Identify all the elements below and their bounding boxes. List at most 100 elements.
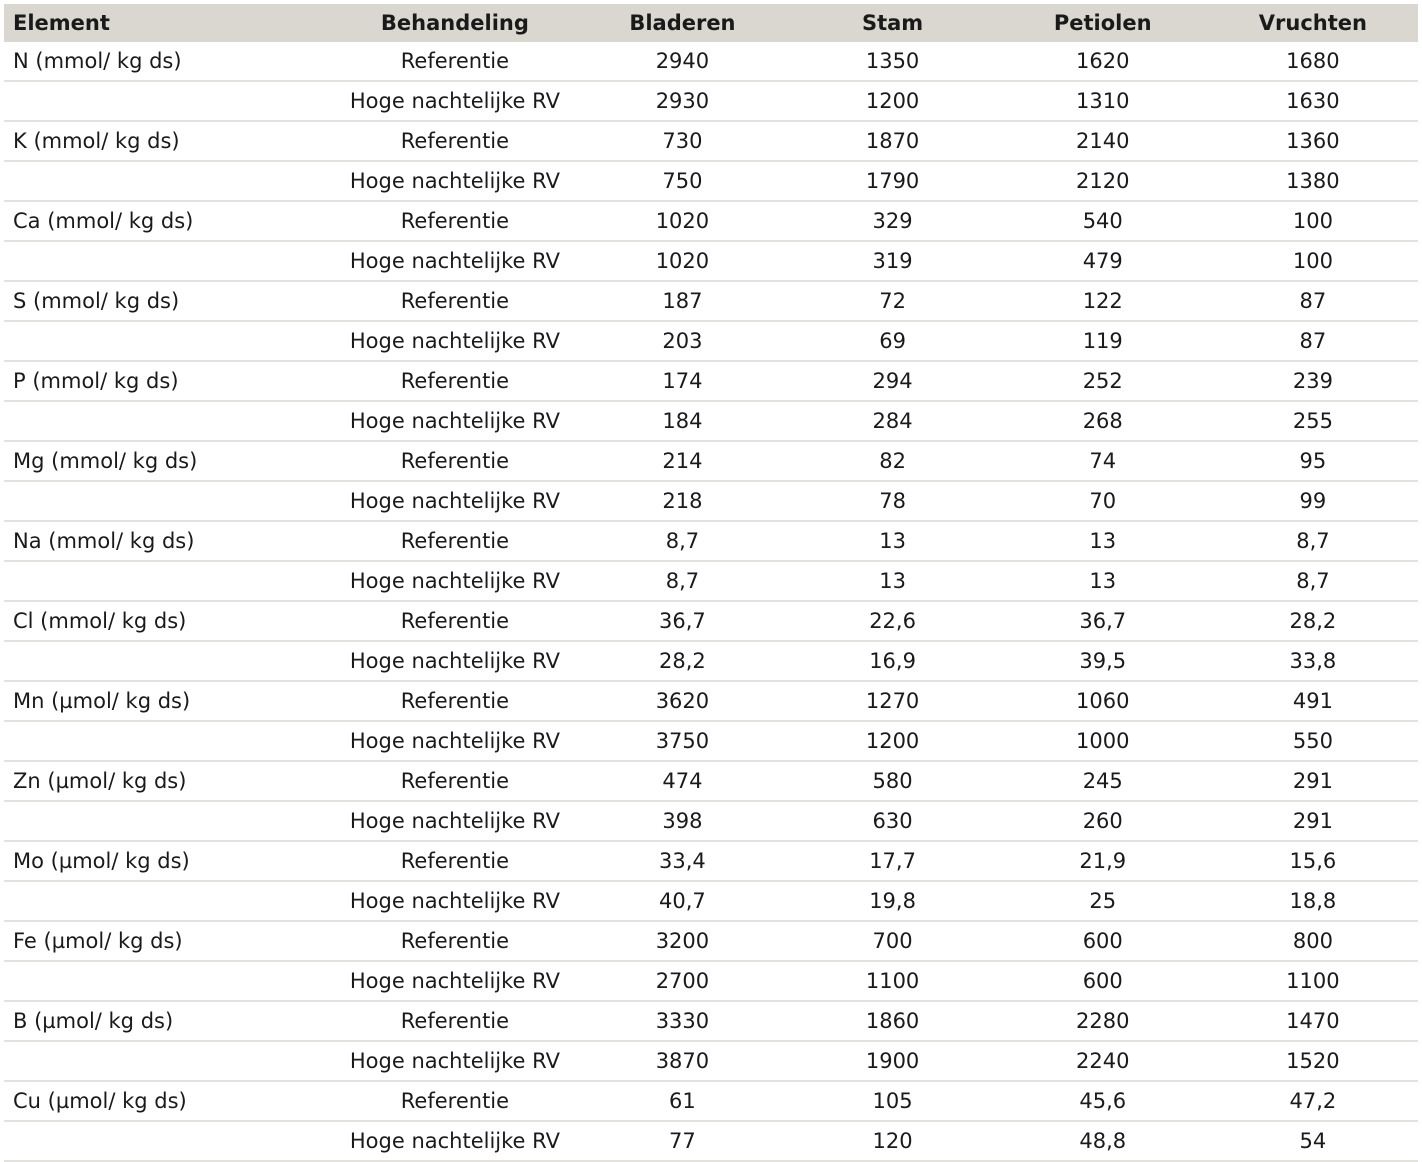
cell-behandeling: Hoge nachtelijke RV	[332, 641, 578, 682]
cell-bladeren: 218	[577, 481, 788, 522]
cell-element: Mn (µmol/ kg ds)	[4, 681, 333, 722]
cell-stam: 1790	[787, 161, 998, 202]
cell-petiolen: 13	[997, 521, 1208, 562]
cell-bladeren: 3330	[577, 1001, 788, 1042]
cell-petiolen: 25	[997, 881, 1208, 922]
cell-stam: 319	[787, 241, 998, 282]
cell-vruchten: 1360	[1207, 121, 1418, 162]
cell-petiolen: 1310	[997, 81, 1208, 122]
table-row: Fe (µmol/ kg ds) Referentie 3200 700 600 800	[4, 921, 1418, 962]
table-row: Na (mmol/ kg ds) Referentie 8,7 13 13 8,7	[4, 521, 1418, 562]
header-element: Element	[4, 4, 333, 42]
cell-petiolen: 119	[997, 321, 1208, 362]
cell-stam: 580	[787, 761, 998, 802]
table-row: Hoge nachtelijke RV 398 630 260 291	[4, 801, 1418, 842]
cell-bladeren: 3620	[577, 681, 788, 722]
cell-petiolen: 2240	[997, 1041, 1208, 1082]
table-row: Hoge nachtelijke RV 184 284 268 255	[4, 401, 1418, 442]
cell-vruchten: 291	[1207, 801, 1418, 842]
cell-vruchten: 28,2	[1207, 601, 1418, 642]
cell-bladeren: 36,7	[577, 601, 788, 642]
cell-behandeling: Referentie	[332, 361, 578, 402]
cell-element: N (mmol/ kg ds)	[4, 42, 333, 82]
cell-element: P (mmol/ kg ds)	[4, 361, 333, 402]
cell-bladeren: 474	[577, 761, 788, 802]
header-stam: Stam	[787, 4, 998, 42]
table-row: K (mmol/ kg ds) Referentie 730 1870 2140 1360	[4, 121, 1418, 162]
cell-bladeren: 203	[577, 321, 788, 362]
cell-petiolen: 2280	[997, 1001, 1208, 1042]
cell-element: Na (mmol/ kg ds)	[4, 521, 333, 562]
cell-element: B (µmol/ kg ds)	[4, 1001, 333, 1042]
cell-stam: 630	[787, 801, 998, 842]
cell-vruchten: 1100	[1207, 961, 1418, 1002]
table-row: Cu (µmol/ kg ds) Referentie 61 105 45,6 47,2	[4, 1081, 1418, 1122]
cell-behandeling: Hoge nachtelijke RV	[332, 161, 578, 202]
table-row: Zn (µmol/ kg ds) Referentie 474 580 245 291	[4, 761, 1418, 802]
nutrient-table-container: Element Behandeling Bladeren Stam Petiol…	[4, 4, 1418, 1162]
table-row: Hoge nachtelijke RV 3750 1200 1000 550	[4, 721, 1418, 762]
table-row: Hoge nachtelijke RV 218 78 70 99	[4, 481, 1418, 522]
cell-bladeren: 1020	[577, 241, 788, 282]
table-row: Hoge nachtelijke RV 8,7 13 13 8,7	[4, 561, 1418, 602]
cell-vruchten: 1520	[1207, 1041, 1418, 1082]
cell-petiolen: 122	[997, 281, 1208, 322]
cell-bladeren: 1020	[577, 201, 788, 242]
cell-petiolen: 45,6	[997, 1081, 1208, 1122]
table-header: Element Behandeling Bladeren Stam Petiol…	[4, 4, 1418, 42]
cell-petiolen: 48,8	[997, 1121, 1208, 1162]
cell-behandeling: Hoge nachtelijke RV	[332, 561, 578, 602]
cell-stam: 1200	[787, 81, 998, 122]
cell-stam: 13	[787, 561, 998, 602]
cell-bladeren: 174	[577, 361, 788, 402]
cell-petiolen: 252	[997, 361, 1208, 402]
cell-element	[4, 881, 333, 922]
cell-bladeren: 61	[577, 1081, 788, 1122]
cell-element: S (mmol/ kg ds)	[4, 281, 333, 322]
cell-element	[4, 561, 333, 602]
table-row: Mg (mmol/ kg ds) Referentie 214 82 74 95	[4, 441, 1418, 482]
cell-petiolen: 70	[997, 481, 1208, 522]
cell-stam: 17,7	[787, 841, 998, 882]
cell-vruchten: 1380	[1207, 161, 1418, 202]
cell-vruchten: 95	[1207, 441, 1418, 482]
cell-vruchten: 1470	[1207, 1001, 1418, 1042]
cell-bladeren: 77	[577, 1121, 788, 1162]
cell-behandeling: Hoge nachtelijke RV	[332, 321, 578, 362]
cell-vruchten: 1680	[1207, 42, 1418, 82]
cell-element	[4, 1041, 333, 1082]
cell-vruchten: 87	[1207, 281, 1418, 322]
cell-stam: 1200	[787, 721, 998, 762]
cell-element: Mg (mmol/ kg ds)	[4, 441, 333, 482]
cell-stam: 1870	[787, 121, 998, 162]
cell-stam: 13	[787, 521, 998, 562]
header-petiolen: Petiolen	[997, 4, 1208, 42]
cell-petiolen: 479	[997, 241, 1208, 282]
cell-bladeren: 3870	[577, 1041, 788, 1082]
cell-behandeling: Hoge nachtelijke RV	[332, 401, 578, 442]
table-row: Mo (µmol/ kg ds) Referentie 33,4 17,7 21,9 15…	[4, 841, 1418, 882]
header-bladeren: Bladeren	[577, 4, 788, 42]
cell-bladeren: 2930	[577, 81, 788, 122]
cell-behandeling: Hoge nachtelijke RV	[332, 1041, 578, 1082]
cell-bladeren: 214	[577, 441, 788, 482]
cell-petiolen: 36,7	[997, 601, 1208, 642]
cell-stam: 120	[787, 1121, 998, 1162]
cell-element	[4, 81, 333, 122]
cell-bladeren: 2700	[577, 961, 788, 1002]
cell-stam: 284	[787, 401, 998, 442]
cell-vruchten: 550	[1207, 721, 1418, 762]
cell-petiolen: 13	[997, 561, 1208, 602]
cell-stam: 294	[787, 361, 998, 402]
cell-petiolen: 600	[997, 921, 1208, 962]
cell-behandeling: Referentie	[332, 1081, 578, 1122]
cell-element	[4, 801, 333, 842]
cell-petiolen: 245	[997, 761, 1208, 802]
cell-vruchten: 18,8	[1207, 881, 1418, 922]
table-row: Hoge nachtelijke RV 77 120 48,8 54	[4, 1121, 1418, 1162]
table-row: Cl (mmol/ kg ds) Referentie 36,7 22,6 36,7 28…	[4, 601, 1418, 642]
table-row: Hoge nachtelijke RV 750 1790 2120 1380	[4, 161, 1418, 202]
cell-vruchten: 255	[1207, 401, 1418, 442]
cell-element	[4, 961, 333, 1002]
table-row: Hoge nachtelijke RV 28,2 16,9 39,5 33,8	[4, 641, 1418, 682]
